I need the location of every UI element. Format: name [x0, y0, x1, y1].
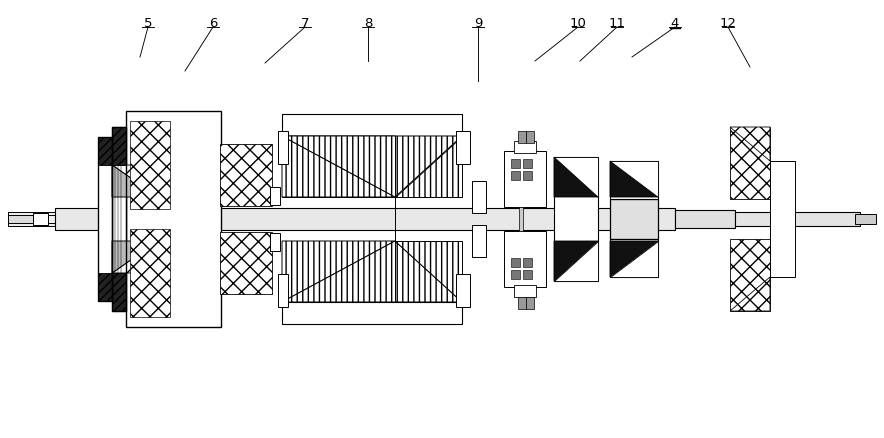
Polygon shape — [112, 166, 158, 198]
Bar — [610, 162, 658, 200]
Polygon shape — [554, 158, 598, 198]
Bar — [98, 138, 112, 301]
Polygon shape — [730, 277, 770, 311]
Bar — [518, 297, 526, 309]
Polygon shape — [112, 166, 158, 198]
Bar — [282, 115, 462, 137]
Text: 5: 5 — [144, 17, 152, 30]
Bar — [523, 270, 532, 279]
Bar — [518, 132, 526, 144]
Bar — [511, 258, 520, 267]
Bar — [514, 285, 536, 297]
Bar — [526, 132, 534, 144]
Bar — [735, 212, 860, 226]
Bar — [98, 138, 112, 301]
Bar — [112, 128, 126, 166]
Polygon shape — [282, 241, 395, 302]
Bar — [55, 208, 675, 230]
Bar — [98, 138, 112, 166]
Text: 8: 8 — [364, 17, 372, 30]
Text: 7: 7 — [301, 17, 309, 30]
Bar — [511, 159, 520, 169]
Polygon shape — [282, 137, 395, 198]
Bar — [610, 240, 658, 277]
Polygon shape — [395, 241, 462, 302]
Bar — [282, 302, 462, 324]
Bar — [8, 215, 33, 223]
Bar — [770, 162, 795, 277]
Bar — [519, 208, 523, 231]
Polygon shape — [282, 137, 395, 198]
Text: 10: 10 — [569, 17, 586, 30]
Bar — [456, 274, 470, 307]
Bar — [270, 187, 280, 205]
Polygon shape — [395, 137, 462, 198]
Text: 6: 6 — [209, 17, 217, 30]
Polygon shape — [282, 137, 395, 198]
Bar — [278, 132, 288, 165]
Bar — [472, 226, 486, 258]
Bar — [526, 297, 534, 309]
Polygon shape — [112, 241, 158, 273]
Bar — [730, 240, 770, 311]
Bar — [523, 159, 532, 169]
Bar — [472, 182, 486, 213]
Text: 11: 11 — [608, 17, 626, 30]
Bar — [112, 273, 126, 311]
Bar — [270, 233, 280, 251]
Bar — [523, 258, 532, 267]
Bar — [220, 233, 272, 294]
Bar — [511, 270, 520, 279]
Text: 12: 12 — [720, 17, 736, 30]
Polygon shape — [610, 241, 658, 277]
Bar — [523, 172, 532, 180]
Bar — [504, 152, 546, 208]
Bar — [112, 128, 126, 311]
Polygon shape — [610, 162, 658, 198]
Bar — [126, 112, 221, 327]
Polygon shape — [730, 128, 770, 162]
Bar — [8, 212, 58, 226]
Bar — [504, 231, 546, 287]
Bar — [554, 158, 598, 281]
Bar — [48, 215, 58, 223]
Bar — [675, 211, 735, 229]
Bar — [98, 273, 112, 301]
Bar — [511, 172, 520, 180]
Polygon shape — [554, 241, 598, 281]
Polygon shape — [610, 241, 658, 277]
Bar — [112, 128, 126, 311]
Bar — [278, 274, 288, 307]
Polygon shape — [610, 162, 658, 198]
Bar — [130, 230, 170, 317]
Bar — [610, 200, 658, 240]
Bar — [33, 213, 48, 226]
Text: 4: 4 — [671, 17, 679, 30]
Text: 9: 9 — [474, 17, 482, 30]
Polygon shape — [282, 137, 462, 198]
Polygon shape — [282, 241, 462, 302]
Bar — [220, 145, 272, 207]
Bar — [514, 141, 536, 154]
Bar — [730, 128, 770, 200]
Bar — [456, 132, 470, 165]
Polygon shape — [554, 158, 598, 198]
Bar — [855, 215, 876, 225]
Polygon shape — [554, 241, 598, 281]
Polygon shape — [112, 241, 158, 273]
Bar — [130, 122, 170, 209]
